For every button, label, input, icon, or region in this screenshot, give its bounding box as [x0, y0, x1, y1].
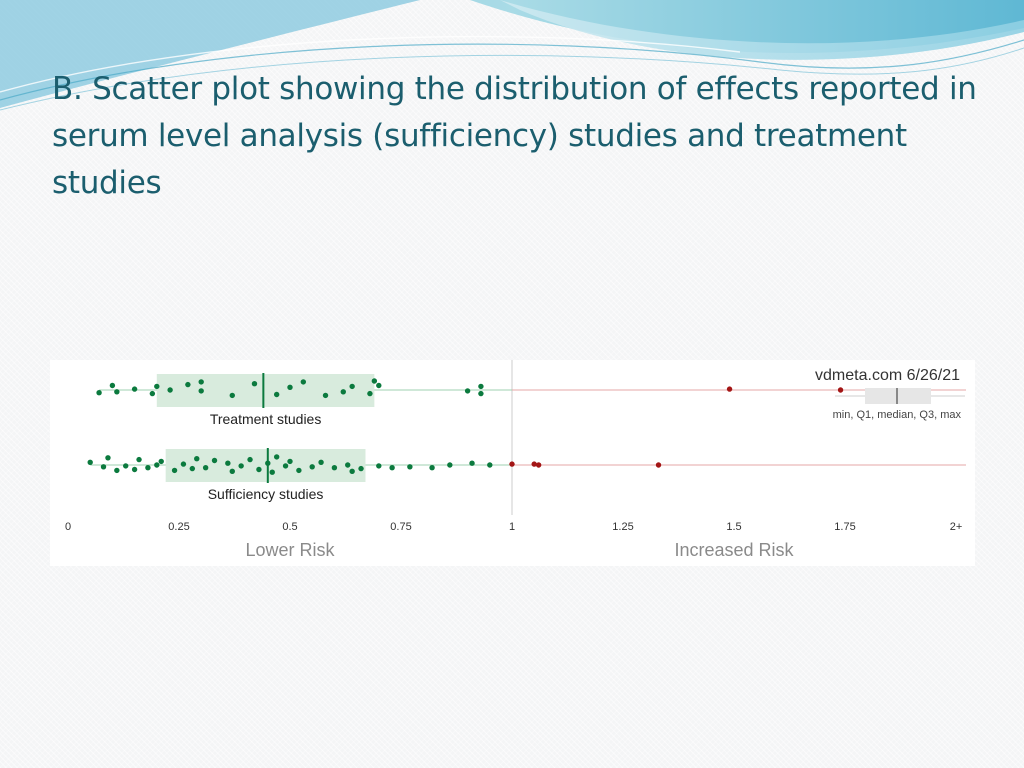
data-point: [202, 465, 209, 471]
data-point: [349, 383, 355, 390]
data-point: [349, 468, 355, 474]
data-point: [109, 382, 116, 389]
data-point: [171, 467, 178, 474]
data-point: [154, 462, 160, 468]
x-tick-label: 0.25: [168, 521, 189, 533]
data-point: [345, 462, 351, 468]
scatter-chart: Treatment studies Sufficiency studies 0 0.2…: [65, 360, 966, 560]
data-points: [87, 378, 844, 475]
data-point: [376, 463, 382, 469]
data-point: [287, 384, 293, 390]
region-label: Lower Risk: [245, 540, 335, 560]
data-point: [358, 465, 364, 472]
data-point: [211, 457, 218, 464]
iqr-boxes: [156, 373, 965, 483]
legend-label: min, Q1, median, Q3, max: [833, 409, 962, 421]
data-point: [296, 467, 302, 474]
data-point: [167, 387, 173, 393]
data-point: [131, 466, 138, 473]
data-point: [726, 386, 733, 392]
data-point: [194, 456, 200, 462]
data-point: [509, 461, 515, 467]
data-point: [487, 462, 493, 468]
data-point: [478, 383, 484, 390]
x-tick-label: 1: [509, 521, 515, 533]
data-point: [331, 465, 338, 471]
data-point: [273, 454, 280, 460]
data-point: [282, 463, 289, 469]
data-point: [229, 468, 235, 474]
iqr-box: [165, 449, 366, 482]
data-point: [655, 462, 662, 468]
data-point: [114, 389, 120, 395]
data-point: [185, 381, 191, 388]
chart-labels: Treatment studies Sufficiency studies 0 0.2…: [65, 367, 962, 560]
data-point: [309, 464, 315, 470]
series-label: Treatment studies: [210, 411, 322, 427]
data-point: [198, 379, 204, 385]
data-point: [100, 464, 107, 470]
data-point: [189, 465, 196, 472]
data-point: [322, 392, 329, 399]
data-point: [447, 462, 453, 468]
data-point: [837, 387, 844, 393]
data-point: [105, 455, 111, 461]
x-tick-label: 0.5: [282, 521, 297, 533]
data-point: [251, 381, 258, 387]
data-point: [407, 464, 413, 470]
data-point: [367, 390, 373, 397]
slide-title: B. Scatter plot showing the distribution…: [52, 71, 977, 201]
data-point: [149, 390, 156, 397]
data-point: [136, 456, 142, 463]
data-point: [478, 390, 484, 397]
data-point: [269, 469, 275, 475]
data-point: [273, 391, 280, 398]
data-point: [247, 456, 253, 463]
data-point: [464, 388, 471, 394]
data-point: [87, 459, 93, 465]
data-point: [469, 460, 475, 466]
data-point: [371, 378, 378, 384]
data-point: [229, 392, 235, 399]
data-point: [225, 460, 231, 466]
chart-panel: Treatment studies Sufficiency studies 0 0.2…: [50, 360, 975, 566]
data-point: [198, 388, 204, 394]
region-label: Increased Risk: [674, 540, 794, 560]
data-point: [287, 458, 293, 465]
data-point: [131, 386, 138, 392]
x-tick-label: 0.75: [390, 521, 411, 533]
data-point: [96, 390, 102, 396]
data-point: [376, 382, 382, 389]
data-point: [340, 389, 346, 395]
data-point: [238, 463, 244, 469]
series-label: Sufficiency studies: [208, 486, 324, 502]
source-label: vdmeta.com 6/26/21: [815, 367, 960, 384]
x-tick-label: 2+: [950, 521, 963, 533]
data-point: [265, 460, 271, 466]
data-point: [154, 383, 160, 390]
data-point: [318, 459, 324, 465]
iqr-box: [156, 374, 375, 407]
data-point: [429, 465, 435, 471]
data-point: [145, 465, 151, 471]
data-point: [114, 467, 120, 474]
x-tick-label: 1.25: [612, 521, 633, 533]
data-point: [180, 461, 187, 467]
data-point: [300, 379, 307, 385]
data-point: [123, 463, 129, 469]
header-wave-decoration: [0, 0, 1024, 111]
data-point: [158, 458, 164, 465]
data-point: [389, 465, 395, 471]
x-tick-label: 1.5: [726, 521, 741, 533]
data-point: [535, 462, 542, 468]
data-point: [256, 466, 262, 473]
data-point: [531, 461, 537, 467]
x-tick-label: 0: [65, 521, 71, 533]
x-tick-label: 1.75: [834, 521, 855, 533]
